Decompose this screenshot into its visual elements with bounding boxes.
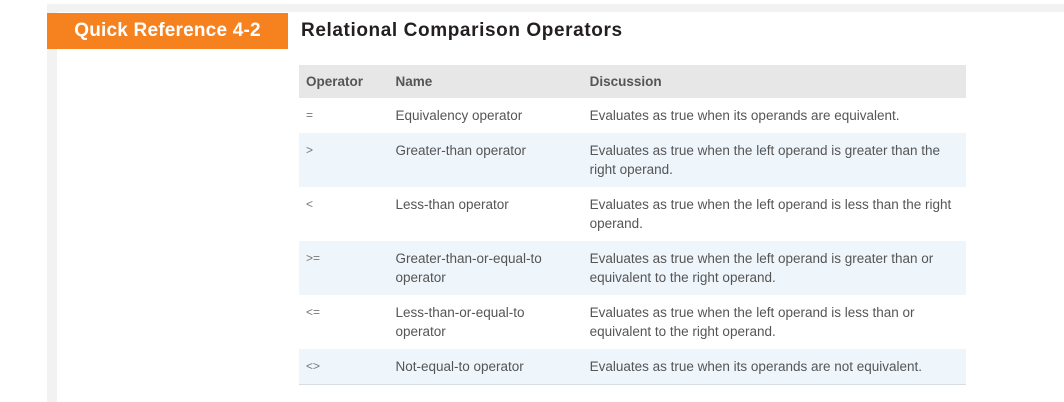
header-operator: Operator xyxy=(299,65,382,98)
operator-cell: < xyxy=(306,197,314,211)
table-row: = Equivalency operator Evaluates as true… xyxy=(299,98,966,133)
quick-reference-badge: Quick Reference 4-2 xyxy=(47,13,288,49)
table-row: < Less-than operator Evaluates as true w… xyxy=(299,187,966,241)
name-cell: Equivalency operator xyxy=(395,108,523,123)
operator-cell: = xyxy=(306,108,314,122)
name-cell: Less-than-or-equal-to operator xyxy=(395,305,525,339)
name-cell: Less-than operator xyxy=(395,197,509,212)
operator-cell: >= xyxy=(299,241,382,295)
table-header-row: Operator Name Discussion xyxy=(299,65,966,98)
discussion-cell: Evaluates as true when its operands are … xyxy=(575,349,966,385)
name-cell: Not-equal-to operator xyxy=(381,349,576,385)
discussion-cell: Evaluates as true when the left operand … xyxy=(575,241,966,295)
discussion-cell: Evaluates as true when its operands are … xyxy=(589,108,900,123)
operators-table: Operator Name Discussion = Equivalency o… xyxy=(299,65,966,385)
operator-cell: > xyxy=(299,133,382,187)
frame-top-border xyxy=(47,4,1064,12)
table-row: >= Greater-than-or-equal-to operator Eva… xyxy=(299,241,966,295)
operator-cell: <= xyxy=(306,305,321,319)
discussion-cell: Evaluates as true when the left operand … xyxy=(575,133,966,187)
header-discussion: Discussion xyxy=(575,65,966,98)
table-row: <> Not-equal-to operator Evaluates as tr… xyxy=(299,349,966,385)
name-cell: Greater-than operator xyxy=(381,133,576,187)
table-row: > Greater-than operator Evaluates as tru… xyxy=(299,133,966,187)
operator-cell: <> xyxy=(299,349,382,385)
frame-left-border xyxy=(47,4,57,402)
discussion-cell: Evaluates as true when the left operand … xyxy=(589,305,915,339)
name-cell: Greater-than-or-equal-to operator xyxy=(381,241,576,295)
discussion-cell: Evaluates as true when the left operand … xyxy=(589,197,952,231)
header-name: Name xyxy=(381,65,576,98)
table-row: <= Less-than-or-equal-to operator Evalua… xyxy=(299,295,966,349)
reference-title: Relational Comparison Operators xyxy=(301,20,623,41)
